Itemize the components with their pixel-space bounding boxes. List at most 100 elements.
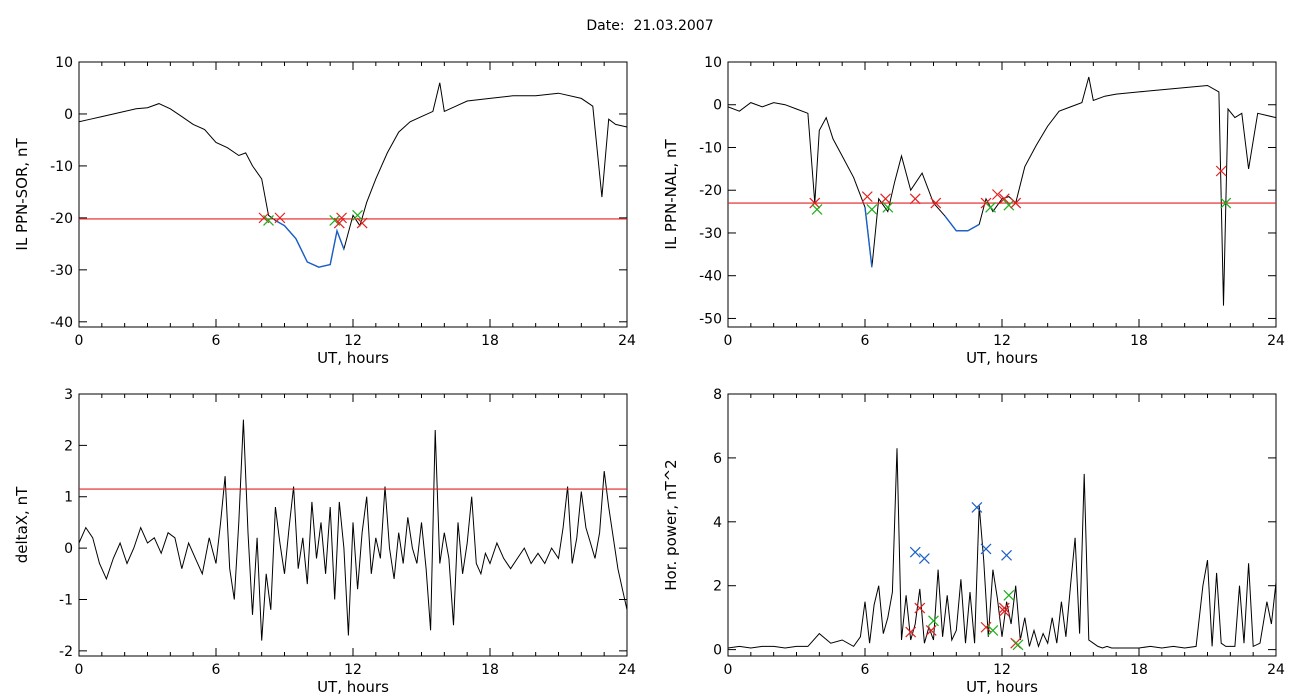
- x-tick-label: 18: [1130, 662, 1148, 678]
- marker-x: [880, 193, 891, 205]
- plot-frame: [78, 61, 628, 328]
- marker-stroke: [1012, 639, 1024, 651]
- marker-stroke: [928, 615, 939, 627]
- y-tick-label: 0: [713, 643, 722, 659]
- marker-x: [930, 197, 942, 209]
- marker-stroke: [909, 193, 921, 205]
- y-tick-label: -10: [699, 140, 722, 156]
- marker-stroke: [998, 605, 1010, 617]
- marker-x: [998, 602, 1010, 614]
- marker-stroke: [329, 215, 341, 226]
- marker-x: [274, 212, 286, 224]
- marker-x: [918, 553, 930, 564]
- marker-x: [356, 217, 368, 229]
- marker-stroke: [930, 197, 942, 209]
- y-tick-label: -20: [699, 183, 722, 199]
- y-tick-label: -30: [699, 226, 722, 242]
- marker-stroke: [1010, 197, 1022, 209]
- x-tick-label: 24: [1267, 662, 1285, 678]
- marker-x: [809, 197, 821, 209]
- marker-stroke: [1215, 165, 1227, 177]
- y-tick-label: 1: [64, 490, 73, 506]
- y-tick-label: 0: [64, 107, 73, 123]
- marker-x: [985, 201, 997, 213]
- plot-frame: [727, 393, 1277, 657]
- marker-x: [909, 546, 921, 558]
- marker-stroke: [1003, 589, 1015, 601]
- marker-stroke: [998, 193, 1010, 205]
- chart-panel-hor-power: 0 6 12 18 24 8 6 4 2 0 UT, hours Hor. power, nT^2: [662, 387, 1285, 696]
- marker-stroke: [925, 625, 937, 636]
- series-highlight: [864, 207, 873, 268]
- series-line: [728, 448, 1276, 649]
- x-tick-label: 18: [481, 662, 499, 678]
- marker-x: [811, 204, 823, 215]
- marker-x: [914, 602, 926, 614]
- y-tick-label: -30: [50, 263, 73, 279]
- y-tick-label: -2: [59, 644, 73, 660]
- plot-frame: [727, 61, 1277, 328]
- marker-x: [1215, 165, 1227, 177]
- marker-stroke: [980, 543, 992, 555]
- marker-x: [998, 605, 1010, 617]
- y-axis-label: Hor. power, nT^2: [662, 459, 680, 590]
- x-tick-label: 6: [212, 662, 221, 678]
- marker-stroke: [809, 197, 821, 209]
- page-title: Date: 21.03.2007: [586, 18, 714, 34]
- x-axis-label: UT, hours: [317, 349, 389, 367]
- x-tick-label: 6: [212, 333, 221, 349]
- marker-stroke: [1220, 197, 1232, 209]
- marker-stroke: [914, 602, 926, 614]
- x-tick-label: 6: [861, 333, 870, 349]
- x-tick-label: 12: [993, 662, 1011, 678]
- y-tick-label: 2: [713, 579, 722, 595]
- y-axis-label: IL PPN-NAL, nT: [662, 139, 680, 250]
- marker-stroke: [980, 621, 992, 633]
- x-tick-label: 0: [724, 333, 733, 349]
- x-tick-label: 24: [1267, 333, 1285, 349]
- x-axis-label: UT, hours: [317, 678, 389, 696]
- x-tick-label: 18: [1130, 333, 1148, 349]
- marker-stroke: [882, 201, 894, 213]
- y-tick-label: 10: [704, 55, 722, 71]
- y-tick-label: -20: [50, 211, 73, 227]
- marker-x: [928, 615, 939, 627]
- marker-x: [1003, 589, 1015, 601]
- marker-stroke: [880, 193, 891, 205]
- y-tick-label: 3: [64, 387, 73, 403]
- marker-x: [861, 191, 873, 203]
- marker-x: [998, 193, 1010, 205]
- marker-stroke: [971, 502, 983, 513]
- marker-x: [980, 543, 992, 555]
- chart-panel-nal: 0 6 12 18 24 10 0 -10 -20 -30 -40 -50 UT, hours IL PP…: [662, 55, 1285, 367]
- series-line: [79, 82, 627, 268]
- x-tick-label: 6: [861, 662, 870, 678]
- marker-x: [971, 502, 983, 513]
- marker-stroke: [987, 625, 999, 636]
- y-axis-label: deltaX, nT: [13, 486, 31, 563]
- y-tick-label: 0: [713, 98, 722, 114]
- marker-x: [987, 625, 999, 636]
- marker-stroke: [866, 204, 878, 215]
- y-tick-label: -1: [59, 592, 73, 608]
- y-tick-label: 6: [713, 451, 722, 467]
- marker-x: [882, 201, 894, 213]
- x-axis-label: UT, hours: [966, 349, 1038, 367]
- series-highlight: [944, 215, 980, 232]
- series-line: [728, 76, 1276, 306]
- marker-x: [352, 209, 363, 221]
- x-tick-label: 24: [618, 333, 636, 349]
- x-tick-label: 12: [344, 662, 362, 678]
- x-tick-label: 18: [481, 333, 499, 349]
- y-tick-label: -10: [50, 159, 73, 175]
- marker-x: [1001, 549, 1012, 561]
- marker-x: [1012, 639, 1024, 651]
- y-tick-label: -50: [699, 311, 722, 327]
- marker-stroke: [356, 217, 368, 229]
- x-tick-label: 12: [344, 333, 362, 349]
- marker-x: [263, 215, 274, 226]
- marker-stroke: [811, 204, 823, 215]
- marker-stroke: [861, 191, 873, 203]
- marker-stroke: [905, 626, 917, 638]
